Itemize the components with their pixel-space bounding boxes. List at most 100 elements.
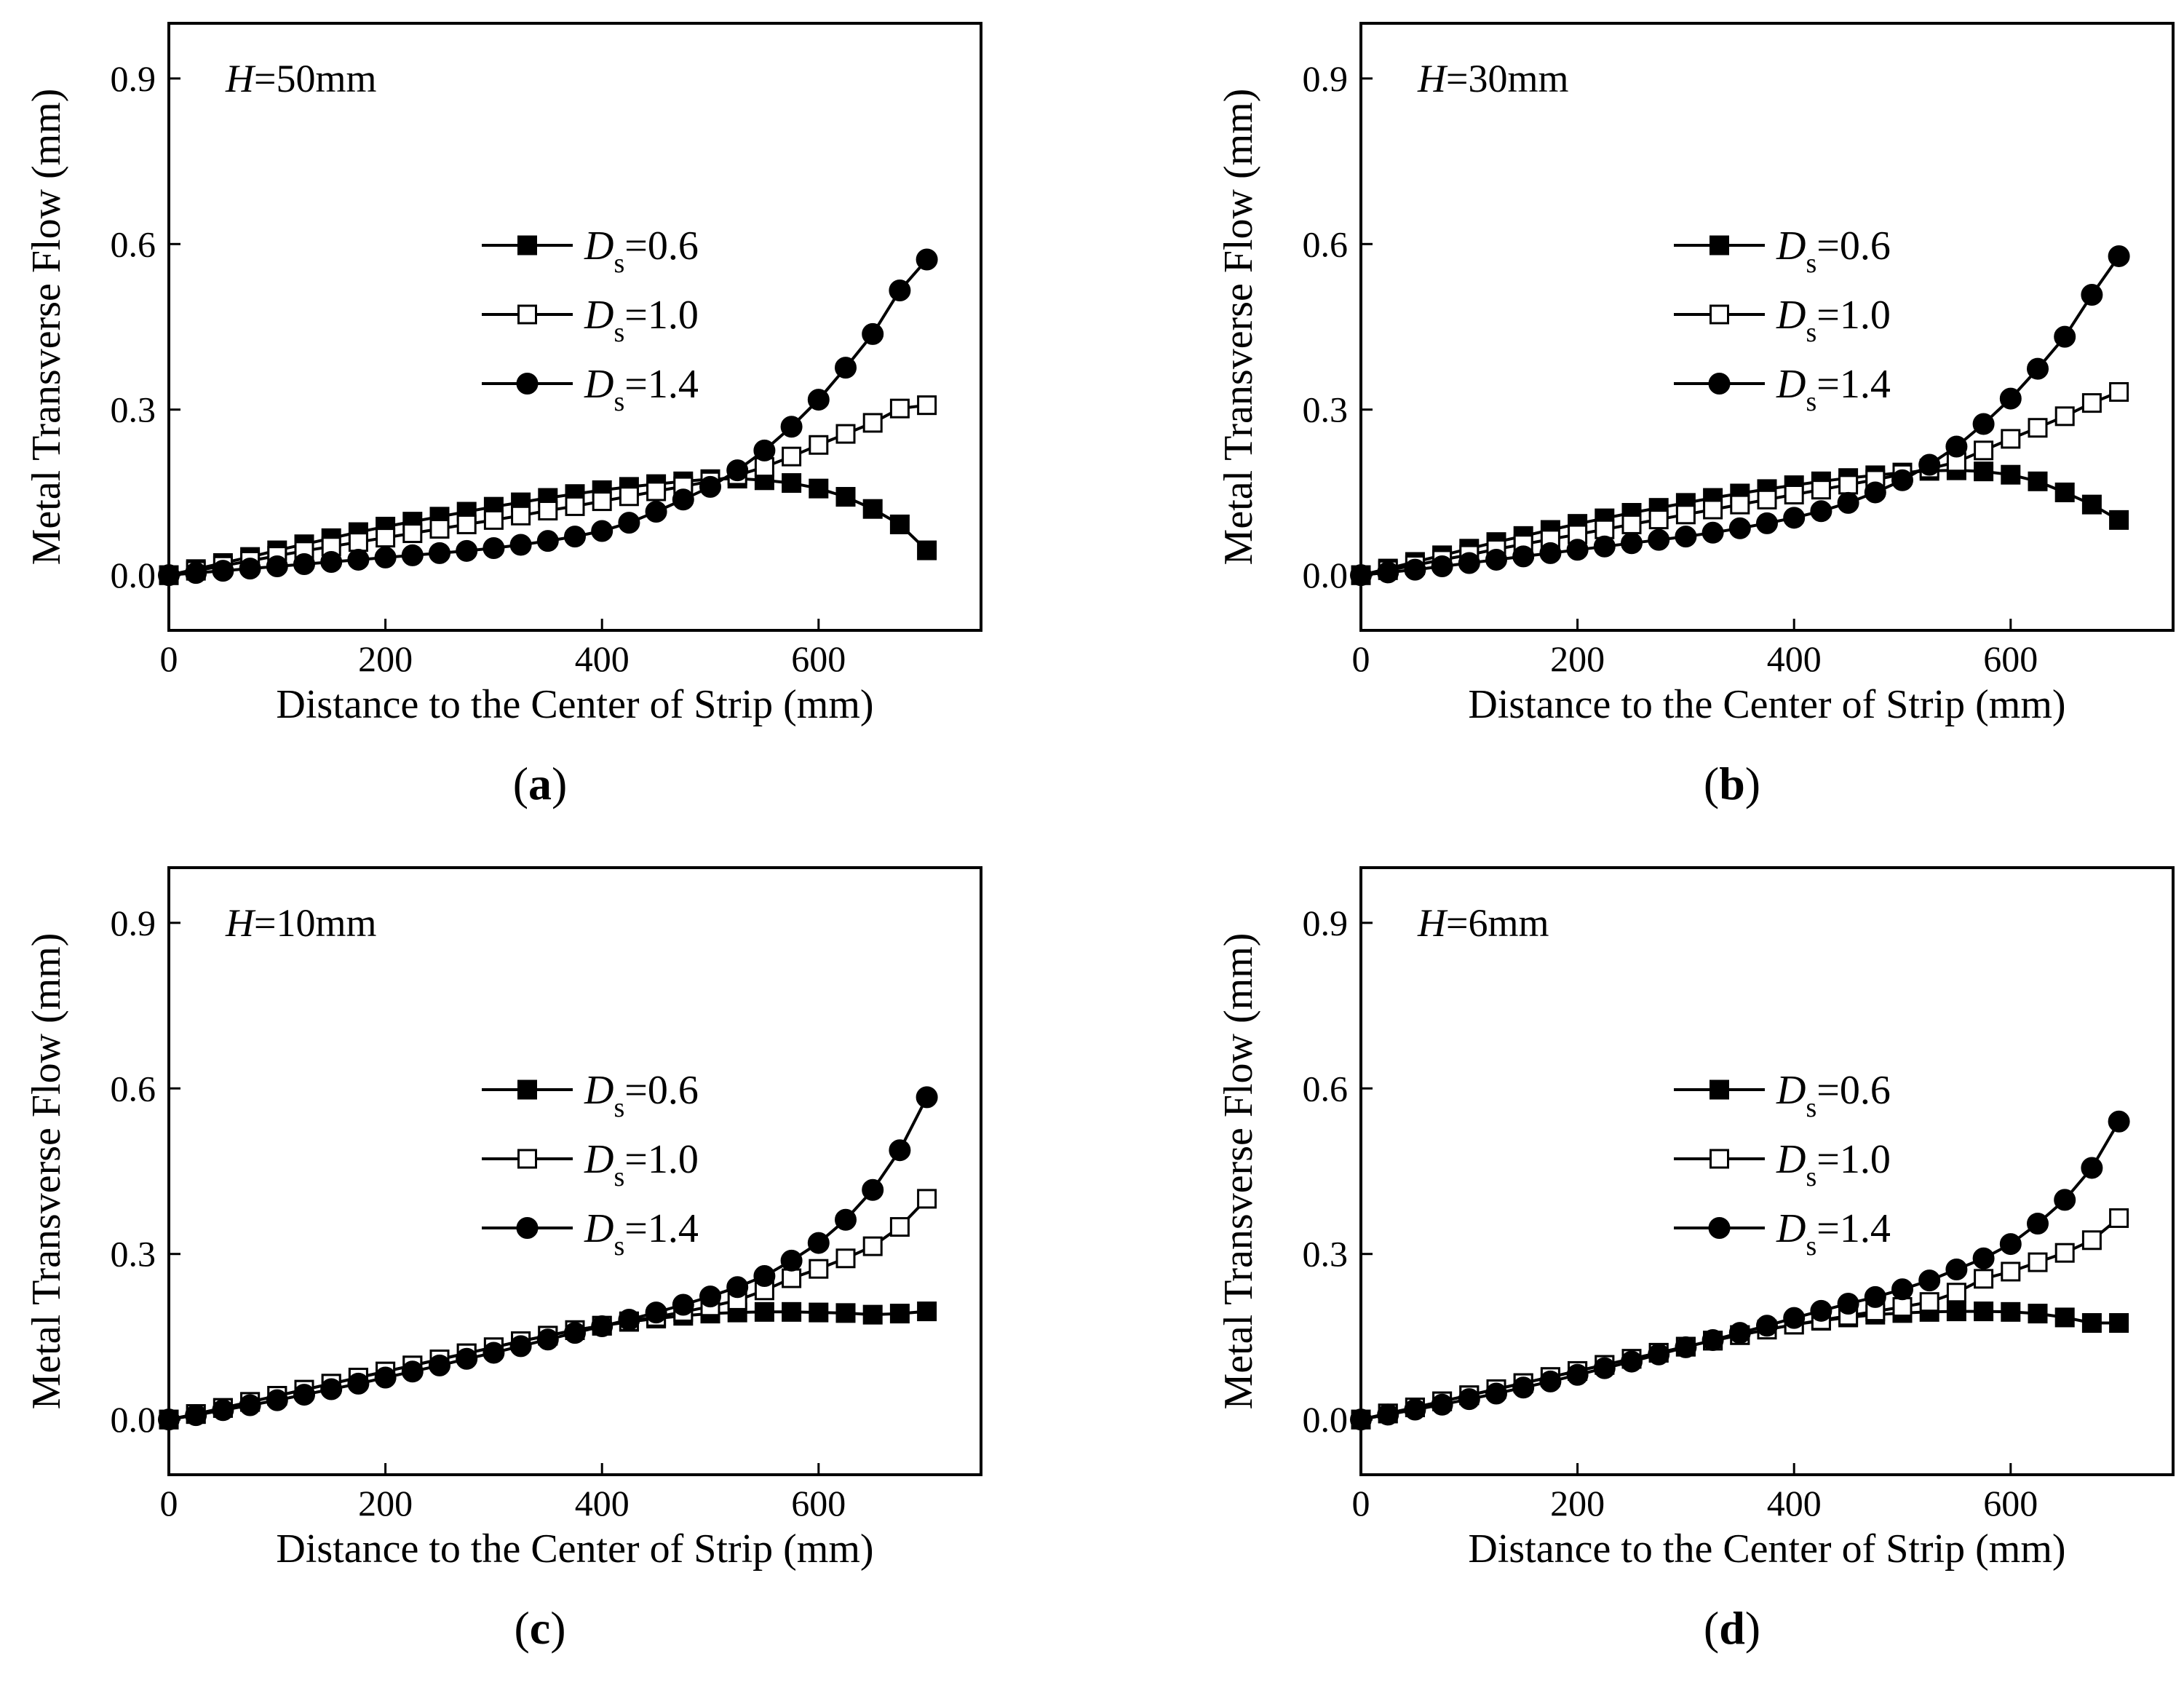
legend-subscript: s <box>1806 387 1816 417</box>
legend-value: =0.6 <box>624 223 699 269</box>
data-point <box>266 1389 288 1411</box>
panel-label: (c) <box>514 1602 565 1654</box>
data-point <box>374 1366 397 1389</box>
y-tick-label: 0.9 <box>111 58 156 99</box>
data-point <box>835 357 857 379</box>
legend-marker <box>1710 1149 1729 1169</box>
data-point <box>1431 555 1453 578</box>
legend-subscript: s <box>1806 1162 1816 1192</box>
data-point <box>429 518 450 539</box>
legend-marker <box>517 304 537 325</box>
legend-value: =1.4 <box>624 1206 699 1251</box>
data-point <box>917 395 937 416</box>
data-point <box>591 1315 613 1338</box>
data-point <box>1972 1247 1995 1269</box>
data-point <box>509 1335 532 1358</box>
data-point <box>1512 545 1535 568</box>
data-point <box>538 500 558 520</box>
data-point <box>2081 284 2103 306</box>
data-point <box>1485 1382 1507 1405</box>
data-point <box>293 553 315 576</box>
data-point <box>2081 1157 2103 1179</box>
data-point <box>1756 512 1778 534</box>
legend-label: Ds=1.4 <box>584 1206 699 1261</box>
data-point <box>1999 1233 2022 1256</box>
annotation-eq: =10mm <box>254 901 376 945</box>
data-point <box>1837 1292 1859 1315</box>
data-point <box>1621 1350 1643 1373</box>
x-tick-label: 200 <box>358 638 413 679</box>
data-point <box>809 478 829 499</box>
data-point <box>2028 1252 2048 1272</box>
data-point <box>1539 542 1562 564</box>
chart-panel-c: 0 200 400 600 0.0 0.3 0.6 0.9 Distance to the Ce… <box>24 866 982 1572</box>
data-point <box>862 322 884 345</box>
data-point <box>917 1189 937 1209</box>
data-point <box>158 564 180 587</box>
data-point <box>2109 510 2129 530</box>
data-point <box>2028 471 2048 491</box>
data-point <box>835 1208 857 1231</box>
legend-marker <box>1708 1217 1731 1239</box>
data-point <box>1838 475 1859 495</box>
data-point <box>212 1399 234 1422</box>
data-point <box>782 473 802 494</box>
legend-subscript: s <box>1806 248 1816 279</box>
data-point <box>619 486 639 507</box>
legend-subscript: s <box>613 248 624 279</box>
plot-frame <box>167 866 982 1476</box>
legend-label: Ds=1.4 <box>1776 1206 1891 1261</box>
data-point <box>1974 440 1994 461</box>
plot-frame <box>167 22 982 632</box>
data-point <box>862 1178 884 1201</box>
legend-entry: Ds=0.6 <box>482 223 699 279</box>
data-point <box>239 558 261 580</box>
data-point <box>2109 1208 2129 1228</box>
data-point <box>2001 429 2021 449</box>
data-point <box>862 1304 883 1325</box>
data-point <box>1864 481 1886 504</box>
data-point <box>1945 435 1968 458</box>
legend-marker <box>517 1149 537 1169</box>
data-point <box>1458 1388 1480 1411</box>
data-point <box>1675 526 1697 548</box>
legend-marker <box>516 373 539 395</box>
data-point <box>1595 519 1615 539</box>
x-tick-label: 600 <box>1983 1483 2038 1523</box>
panel-label-letter: d <box>1719 1602 1745 1654</box>
data-point <box>2081 494 2102 515</box>
y-tick-label: 0.0 <box>1303 555 1349 595</box>
data-point <box>1728 1322 1751 1344</box>
annotation-var: H <box>225 57 256 100</box>
data-point <box>320 1378 343 1400</box>
legend-symbol: D <box>584 223 613 269</box>
data-point <box>889 1304 910 1324</box>
data-point <box>266 555 288 578</box>
chart-panel-a: 0 200 400 600 0.0 0.3 0.6 0.9 Distance to the Ce… <box>24 22 982 727</box>
data-point <box>862 1236 883 1256</box>
data-point <box>1918 1269 1941 1292</box>
data-point <box>1350 564 1372 587</box>
data-point <box>1918 453 1941 476</box>
panel-label-close: ) <box>552 758 567 809</box>
legend-value: =1.0 <box>624 293 699 338</box>
legend-label: Ds=1.0 <box>1776 1137 1891 1192</box>
data-point <box>185 1404 207 1427</box>
y-tick-label: 0.9 <box>1303 903 1349 943</box>
panel-label: (b) <box>1704 758 1760 809</box>
legend-entry: Ds=1.4 <box>482 362 699 417</box>
data-point <box>2001 464 2021 485</box>
data-point <box>1703 499 1723 520</box>
panel-label-letter: a <box>528 758 552 809</box>
legend-subscript: s <box>613 1231 624 1261</box>
data-point <box>1701 521 1724 544</box>
y-tick-label: 0.0 <box>111 1399 156 1440</box>
legend-entry: Ds=1.0 <box>1674 293 1891 348</box>
y-tick-label: 0.3 <box>111 1234 156 1275</box>
data-point <box>726 459 749 482</box>
legend-value: =1.0 <box>1816 293 1891 338</box>
legend-subscript: s <box>1806 1093 1816 1123</box>
legend-symbol: D <box>584 1206 613 1251</box>
data-point <box>1593 1357 1616 1379</box>
legend-label: Ds=0.6 <box>584 223 699 279</box>
